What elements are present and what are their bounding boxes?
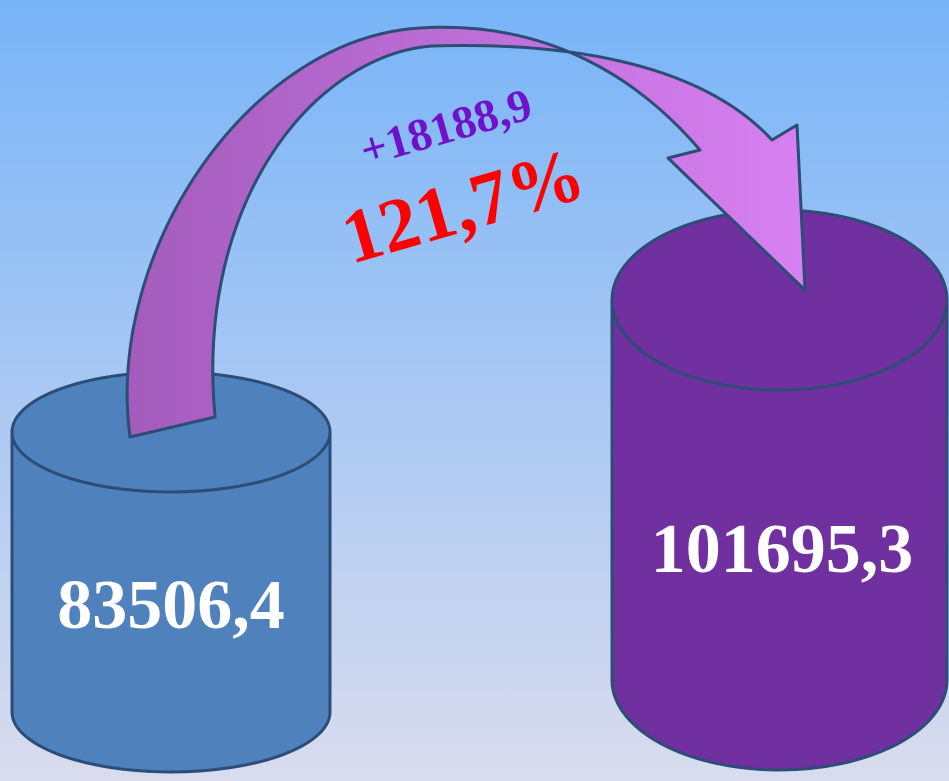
- value-label: 83506,4: [57, 567, 285, 644]
- cylinder-left: 83506,4: [10, 370, 332, 774]
- arrow: [125, 25, 807, 439]
- cylinder-body: [610, 298, 949, 772]
- cylinder-body: [10, 430, 332, 774]
- cylinder-right: 101695,3: [610, 208, 949, 772]
- value-label: 101695,3: [651, 511, 914, 588]
